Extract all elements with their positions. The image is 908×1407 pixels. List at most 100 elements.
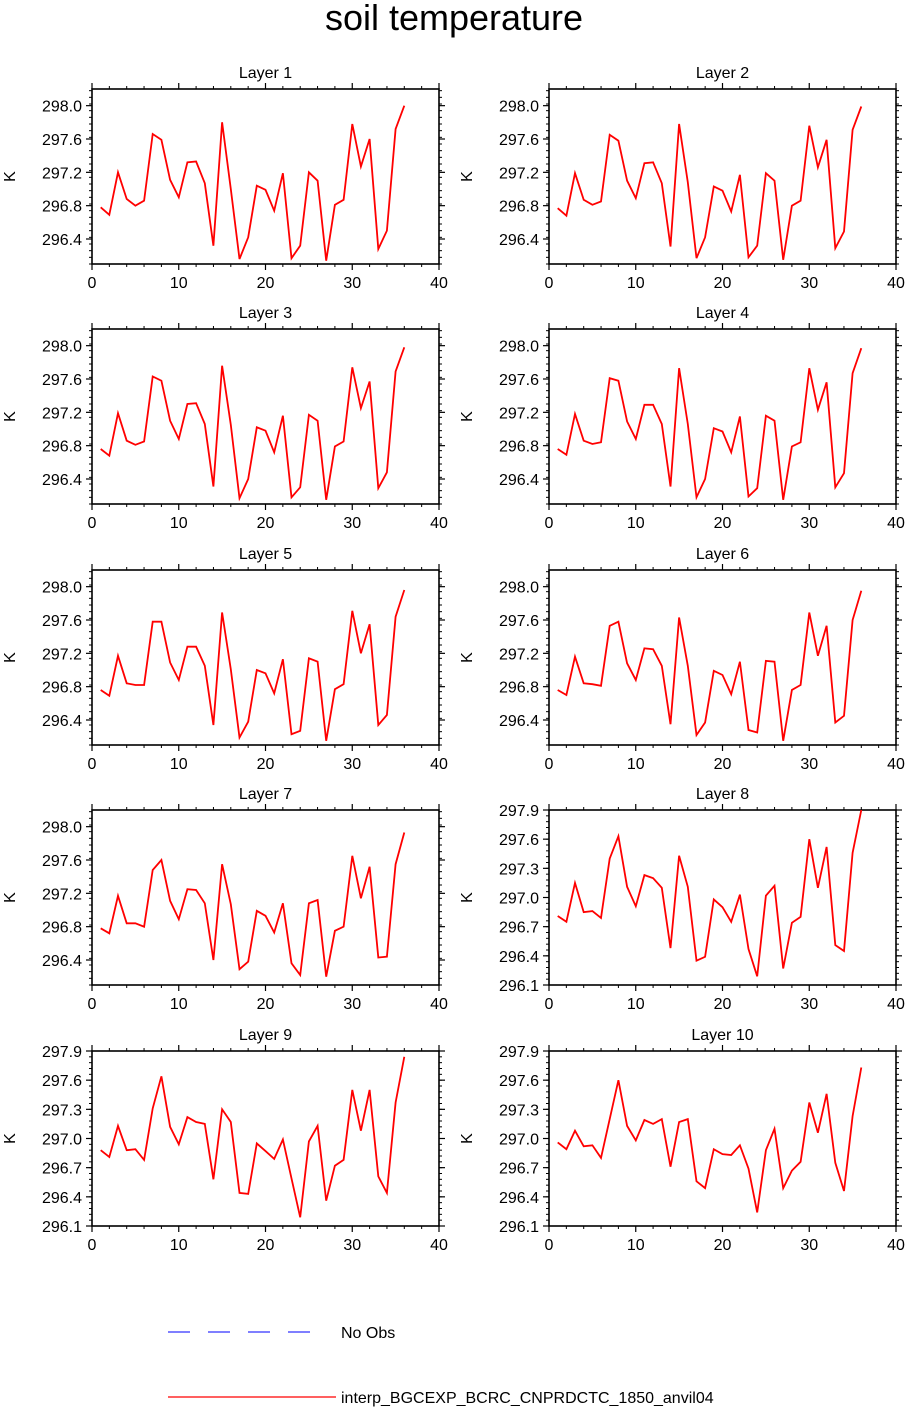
y-tick-label: 297.0 xyxy=(499,1132,539,1149)
x-tick-label: 40 xyxy=(430,996,448,1013)
x-tick-label: 20 xyxy=(714,756,732,773)
y-tick-label: 298.0 xyxy=(42,99,82,116)
x-tick-label: 30 xyxy=(343,1237,361,1254)
y-tick-label: 296.4 xyxy=(42,472,82,489)
y-tick-label: 297.6 xyxy=(499,372,539,389)
panel-title: Layer 3 xyxy=(239,305,292,322)
y-tick-label: 296.4 xyxy=(42,232,82,249)
y-tick-label: 296.8 xyxy=(499,680,539,697)
x-tick-label: 10 xyxy=(627,1237,645,1254)
x-tick-label: 10 xyxy=(627,515,645,532)
y-tick-label: 297.6 xyxy=(499,832,539,849)
x-tick-label: 40 xyxy=(887,756,905,773)
y-axis-label: K xyxy=(2,892,19,903)
x-tick-label: 10 xyxy=(627,756,645,773)
chart-panel: Layer 8 K 0 10 20 30 40 296.1 296.4 296.7 297.0 297… xyxy=(459,786,905,1013)
y-tick-label: 297.2 xyxy=(499,165,539,182)
plot-frame xyxy=(548,1050,897,1227)
series-line xyxy=(557,1067,863,1213)
panel-title: Layer 2 xyxy=(696,65,749,82)
y-tick-label: 296.1 xyxy=(42,1219,82,1236)
x-tick-label: 0 xyxy=(545,756,554,773)
x-tick-label: 30 xyxy=(343,275,361,292)
y-axis-label: K xyxy=(2,411,19,422)
x-tick-label: 40 xyxy=(887,1237,905,1254)
x-tick-label: 0 xyxy=(545,275,554,292)
x-tick-label: 20 xyxy=(257,996,275,1013)
chart-panel: Layer 9 K 0 10 20 30 40 296.1 296.4 296.7 297.0 297… xyxy=(2,1027,448,1254)
x-tick-label: 0 xyxy=(545,1237,554,1254)
x-tick-label: 40 xyxy=(887,275,905,292)
panel-title: Layer 6 xyxy=(696,546,749,563)
x-tick-label: 0 xyxy=(88,1237,97,1254)
x-tick-label: 10 xyxy=(170,515,188,532)
x-tick-label: 0 xyxy=(545,996,554,1013)
series-line xyxy=(557,590,863,741)
x-tick-label: 40 xyxy=(430,1237,448,1254)
y-tick-label: 296.4 xyxy=(499,1190,539,1207)
x-tick-label: 10 xyxy=(170,996,188,1013)
panel-title: Layer 7 xyxy=(239,786,292,803)
y-tick-label: 296.4 xyxy=(499,949,539,966)
x-tick-label: 10 xyxy=(627,275,645,292)
chart-panel: Layer 2 K 0 10 20 30 40 296.4 296.8 297.2 297.6 298… xyxy=(459,65,905,292)
y-tick-label: 296.4 xyxy=(42,713,82,730)
x-tick-label: 30 xyxy=(343,996,361,1013)
y-tick-label: 296.8 xyxy=(42,920,82,937)
series-line xyxy=(100,832,406,978)
series-line xyxy=(557,106,863,260)
chart-panel: Layer 3 K 0 10 20 30 40 296.4 296.8 297.2 297.6 298… xyxy=(2,305,448,532)
legend-model-label: interp_BGCEXP_BCRC_CNPRDCTC_1850_anvil04 xyxy=(341,1390,714,1407)
plot-frame xyxy=(548,809,897,986)
panel-title: Layer 5 xyxy=(239,546,292,563)
x-tick-label: 40 xyxy=(430,275,448,292)
x-tick-label: 20 xyxy=(257,756,275,773)
x-tick-label: 30 xyxy=(343,515,361,532)
series-line xyxy=(557,809,863,977)
x-tick-label: 30 xyxy=(800,996,818,1013)
x-tick-label: 30 xyxy=(800,515,818,532)
y-tick-label: 297.6 xyxy=(42,1073,82,1090)
chart-panel: Layer 4 K 0 10 20 30 40 296.4 296.8 297.2 297.6 298… xyxy=(459,305,905,532)
x-tick-label: 30 xyxy=(800,275,818,292)
y-tick-label: 296.1 xyxy=(499,978,539,995)
x-tick-label: 40 xyxy=(887,515,905,532)
x-tick-label: 20 xyxy=(714,515,732,532)
y-axis-label: K xyxy=(459,892,476,903)
y-tick-label: 297.2 xyxy=(42,165,82,182)
y-tick-label: 297.0 xyxy=(42,1132,82,1149)
y-tick-label: 297.3 xyxy=(499,861,539,878)
x-tick-label: 30 xyxy=(343,756,361,773)
y-tick-label: 298.0 xyxy=(42,820,82,837)
y-tick-label: 297.2 xyxy=(499,646,539,663)
series-line xyxy=(557,347,863,501)
y-tick-label: 296.8 xyxy=(42,680,82,697)
panel-title: Layer 1 xyxy=(239,65,292,82)
y-tick-label: 297.6 xyxy=(42,853,82,870)
panel-title: Layer 9 xyxy=(239,1027,292,1044)
y-tick-label: 296.1 xyxy=(499,1219,539,1236)
chart-panel: Layer 10 K 0 10 20 30 40 296.1 296.4 296.7 297.0 29… xyxy=(459,1027,905,1254)
y-axis-label: K xyxy=(2,652,19,663)
y-tick-label: 296.8 xyxy=(42,199,82,216)
y-tick-label: 296.4 xyxy=(499,713,539,730)
x-tick-label: 40 xyxy=(887,996,905,1013)
page-title: soil temperature xyxy=(324,0,584,38)
panel-title: Layer 10 xyxy=(691,1027,753,1044)
y-tick-label: 297.2 xyxy=(42,886,82,903)
plot-frame xyxy=(548,569,897,746)
x-tick-label: 40 xyxy=(430,515,448,532)
y-axis-label: K xyxy=(459,1133,476,1144)
y-tick-label: 297.6 xyxy=(499,613,539,630)
x-tick-label: 0 xyxy=(88,515,97,532)
plot-frame xyxy=(548,328,897,505)
x-tick-label: 10 xyxy=(627,996,645,1013)
y-tick-label: 297.2 xyxy=(42,405,82,422)
y-tick-label: 296.7 xyxy=(42,1161,82,1178)
plot-frame xyxy=(91,88,440,265)
y-tick-label: 297.6 xyxy=(42,613,82,630)
y-tick-label: 297.6 xyxy=(42,372,82,389)
y-tick-label: 296.4 xyxy=(42,1190,82,1207)
series-line xyxy=(100,346,406,502)
chart-panel: Layer 1 K 0 10 20 30 40 296.4 296.8 297.2 297.6 298… xyxy=(2,65,448,292)
